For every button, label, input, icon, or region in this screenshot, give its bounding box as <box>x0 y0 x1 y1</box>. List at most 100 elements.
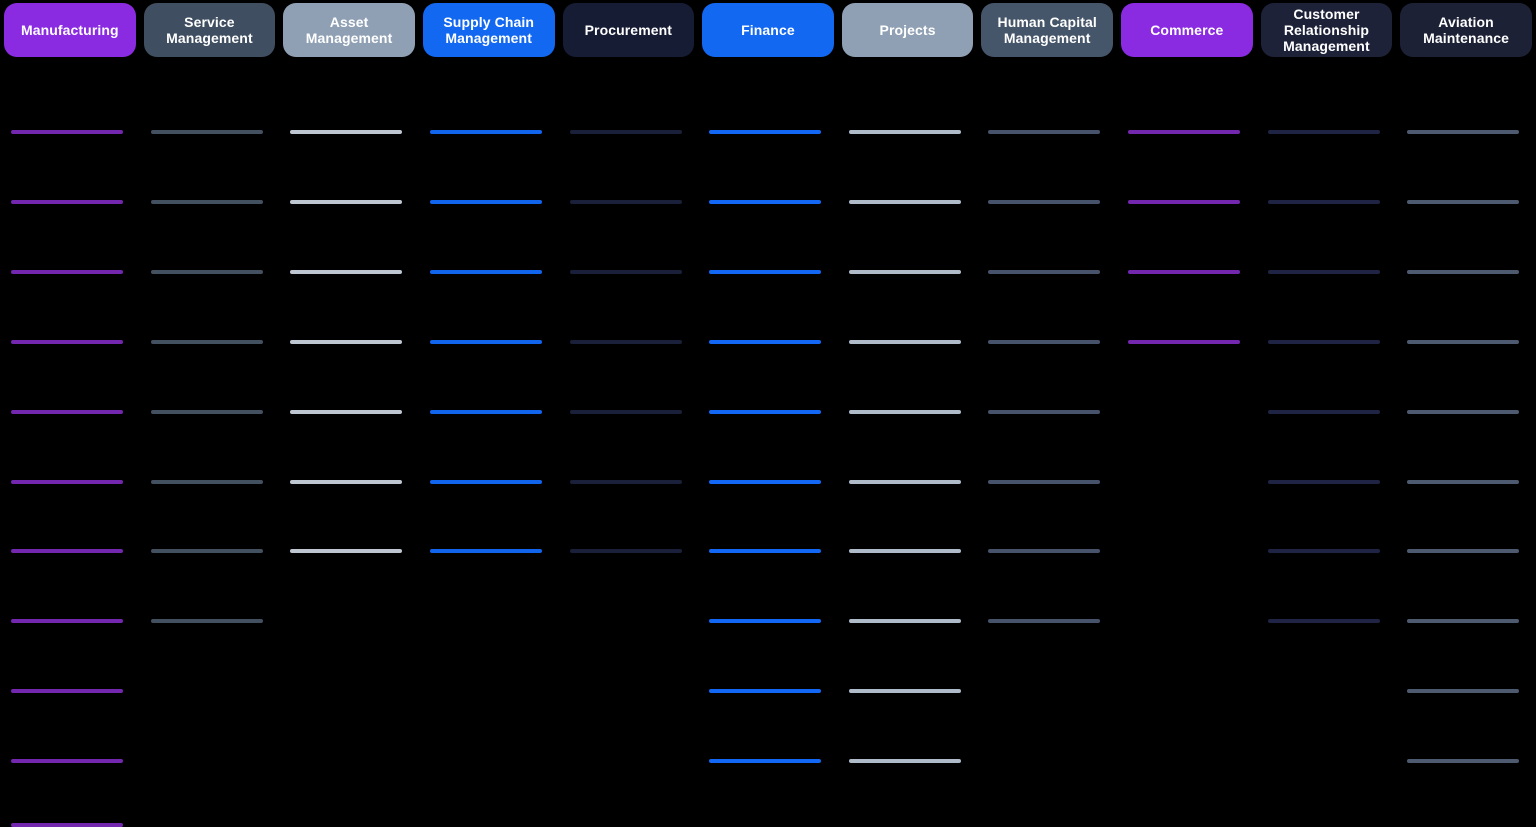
capability-item[interactable] <box>988 619 1101 624</box>
capability-item[interactable] <box>11 759 123 764</box>
capability-item[interactable] <box>1267 269 1380 274</box>
capability-item[interactable] <box>11 479 123 484</box>
capability-item[interactable] <box>709 199 822 204</box>
capability-item[interactable] <box>11 199 123 204</box>
capability-item[interactable] <box>1267 549 1380 554</box>
capability-item[interactable] <box>988 409 1101 414</box>
module-pill[interactable]: Manufacturing <box>4 3 136 57</box>
capability-item[interactable] <box>569 269 682 274</box>
capability-item[interactable] <box>709 619 822 624</box>
capability-item[interactable] <box>1128 130 1240 134</box>
capability-item[interactable] <box>709 409 822 414</box>
capability-item[interactable] <box>569 479 682 484</box>
capability-item[interactable] <box>1407 269 1520 274</box>
capability-item[interactable] <box>848 549 961 554</box>
capability-item[interactable] <box>848 269 961 274</box>
capability-item[interactable] <box>150 409 263 414</box>
capability-item[interactable] <box>848 759 961 764</box>
capability-item[interactable] <box>1128 339 1240 344</box>
module-pill[interactable]: Supply Chain Management <box>422 3 555 57</box>
capability-item[interactable] <box>709 689 822 694</box>
capability-item[interactable] <box>848 130 961 134</box>
capability-item[interactable] <box>290 130 403 134</box>
capability-item[interactable] <box>150 199 263 204</box>
capability-item[interactable] <box>150 130 263 134</box>
module-pill[interactable]: Human Capital Management <box>981 3 1113 57</box>
capability-item[interactable] <box>1267 619 1380 624</box>
capability-item[interactable] <box>1407 130 1520 134</box>
module-pill[interactable]: Finance <box>702 3 834 57</box>
capability-item[interactable] <box>11 823 123 827</box>
capability-item[interactable] <box>848 479 961 484</box>
capability-item[interactable] <box>1407 199 1520 204</box>
capability-item[interactable] <box>1407 409 1520 414</box>
capability-item[interactable] <box>1407 689 1520 694</box>
capability-item[interactable] <box>1267 339 1380 344</box>
capability-item[interactable] <box>290 409 403 414</box>
capability-item[interactable] <box>1407 619 1520 624</box>
capability-item[interactable] <box>848 409 961 414</box>
capability-item[interactable] <box>988 339 1101 344</box>
capability-item[interactable] <box>11 339 123 344</box>
module-pill[interactable]: Procurement <box>562 3 695 57</box>
capability-item[interactable] <box>1267 199 1380 204</box>
capability-item[interactable] <box>11 269 123 274</box>
capability-item[interactable] <box>11 689 123 694</box>
capability-item[interactable] <box>569 130 682 134</box>
capability-item[interactable] <box>150 619 263 624</box>
capability-item[interactable] <box>1267 409 1380 414</box>
capability-item[interactable] <box>1407 339 1520 344</box>
capability-item[interactable] <box>848 199 961 204</box>
capability-item[interactable] <box>569 199 682 204</box>
module-pill[interactable]: Aviation Maintenance <box>1400 3 1532 57</box>
capability-item[interactable] <box>709 479 822 484</box>
capability-item[interactable] <box>11 619 123 624</box>
module-pill[interactable]: Service Management <box>143 3 276 57</box>
capability-item[interactable] <box>429 130 542 134</box>
capability-item[interactable] <box>1407 479 1520 484</box>
capability-item[interactable] <box>988 269 1101 274</box>
capability-item[interactable] <box>848 339 961 344</box>
capability-item[interactable] <box>709 130 822 134</box>
module-pill[interactable]: Commerce <box>1121 3 1253 57</box>
capability-item[interactable] <box>290 269 403 274</box>
capability-item[interactable] <box>429 339 542 344</box>
capability-item[interactable] <box>11 549 123 554</box>
capability-item[interactable] <box>569 409 682 414</box>
capability-item[interactable] <box>11 409 123 414</box>
capability-item[interactable] <box>988 130 1101 134</box>
capability-item[interactable] <box>150 549 263 554</box>
capability-item[interactable] <box>709 339 822 344</box>
module-pill[interactable]: Projects <box>841 3 974 57</box>
capability-item[interactable] <box>290 479 403 484</box>
capability-item[interactable] <box>709 549 822 554</box>
capability-item[interactable] <box>848 689 961 694</box>
capability-item[interactable] <box>429 409 542 414</box>
capability-item[interactable] <box>988 199 1101 204</box>
module-pill[interactable]: Customer Relationship Management <box>1260 3 1393 57</box>
capability-item[interactable] <box>709 759 822 764</box>
capability-item[interactable] <box>429 549 542 554</box>
capability-item[interactable] <box>429 269 542 274</box>
capability-item[interactable] <box>150 339 263 344</box>
capability-item[interactable] <box>569 549 682 554</box>
capability-item[interactable] <box>988 549 1101 554</box>
capability-item[interactable] <box>150 269 263 274</box>
capability-item[interactable] <box>1267 479 1380 484</box>
capability-item[interactable] <box>290 199 403 204</box>
capability-item[interactable] <box>1128 199 1240 204</box>
capability-item[interactable] <box>988 479 1101 484</box>
capability-item[interactable] <box>569 339 682 344</box>
capability-item[interactable] <box>150 479 263 484</box>
module-pill[interactable]: Asset Management <box>283 3 415 57</box>
capability-item[interactable] <box>1267 130 1380 134</box>
capability-item[interactable] <box>1128 269 1240 274</box>
capability-item[interactable] <box>1407 549 1520 554</box>
capability-item[interactable] <box>429 479 542 484</box>
capability-item[interactable] <box>11 130 123 134</box>
capability-item[interactable] <box>290 549 403 554</box>
capability-item[interactable] <box>429 199 542 204</box>
capability-item[interactable] <box>709 269 822 274</box>
capability-item[interactable] <box>1407 759 1520 764</box>
capability-item[interactable] <box>848 619 961 624</box>
